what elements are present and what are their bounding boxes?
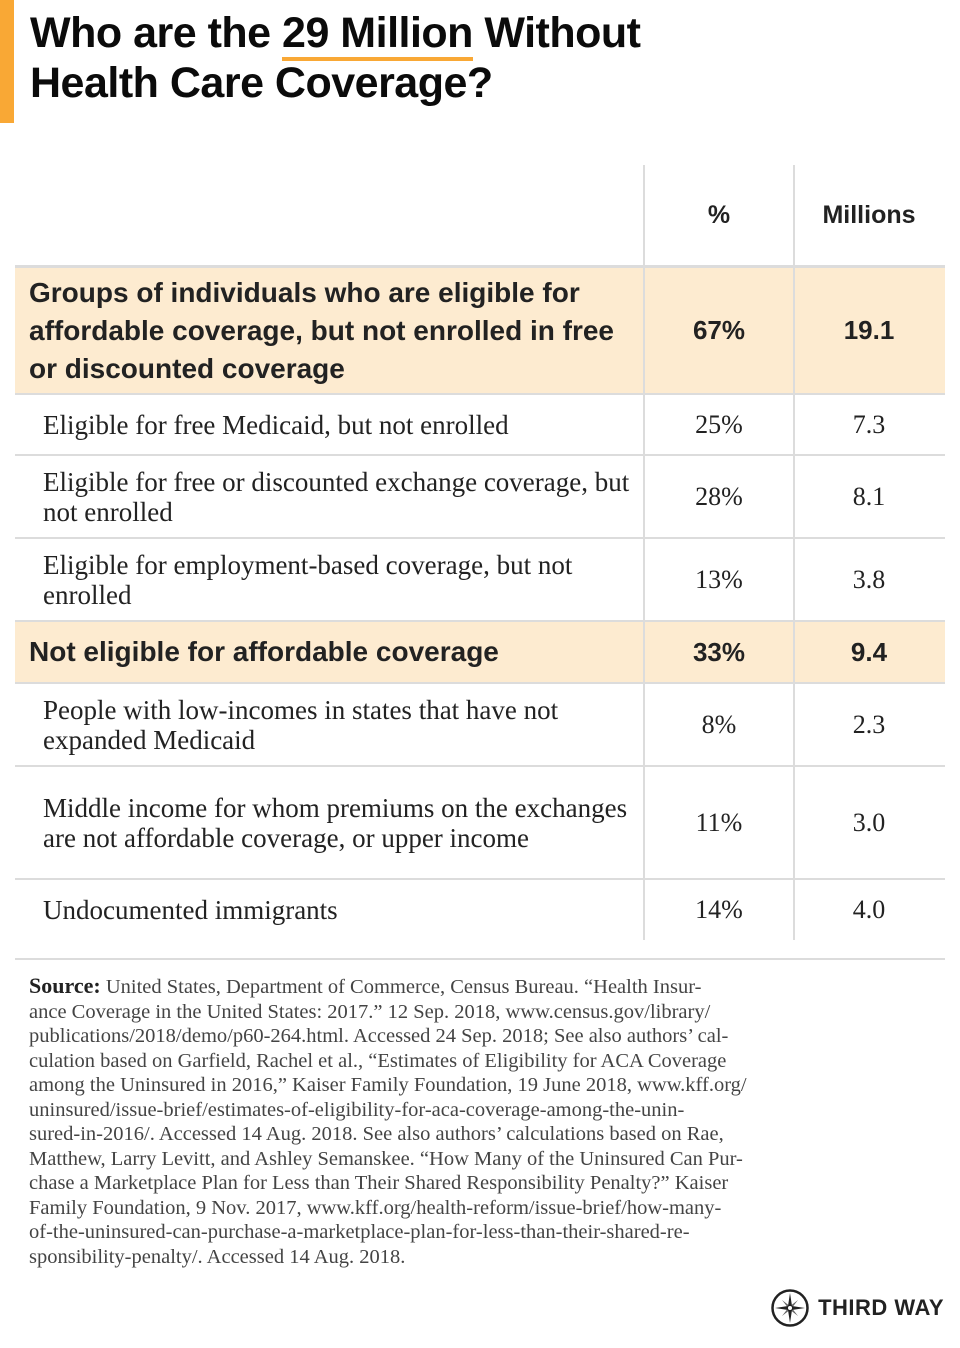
row-percent: 33%: [643, 622, 793, 682]
table-row: Eligible for free or discounted exchange…: [15, 456, 945, 539]
row-percent: 13%: [643, 539, 793, 620]
source-label: Source:: [29, 973, 101, 998]
compass-star-icon: [771, 1289, 809, 1327]
row-label: Groups of individuals who are eligible f…: [29, 276, 614, 384]
table-group-row: Groups of individuals who are eligible f…: [15, 268, 945, 395]
row-millions: 19.1: [793, 268, 943, 393]
source-line: sponsibility-penalty/. Accessed 14 Aug. …: [29, 1245, 406, 1268]
source-text: United States, Department of Commerce, C…: [100, 976, 702, 998]
table-row: Undocumented immigrants 14% 4.0: [15, 880, 945, 940]
source-line: uninsured/issue-brief/estimates-of-eligi…: [29, 1098, 685, 1121]
row-millions: 9.4: [793, 622, 943, 682]
source-line: sured-in-2016/. Accessed 14 Aug. 2018. S…: [29, 1123, 724, 1145]
title-part: Without: [472, 9, 641, 57]
title-part: Who are the: [30, 9, 283, 57]
source-line: Source: United States, Department of Com…: [29, 973, 945, 1000]
row-label: People with low-incomes in states that h…: [43, 694, 559, 755]
source-note: Source: United States, Department of Com…: [15, 958, 945, 1269]
row-label: Not eligible for affordable coverage: [29, 636, 499, 667]
source-line: culation based on Garfield, Rachel et al…: [29, 1049, 727, 1072]
title-line-2: Health Care Coverage?: [30, 59, 493, 107]
row-percent: 67%: [643, 268, 793, 393]
page-title: Who are the 29 Million Without Health Ca…: [30, 8, 641, 108]
source-line: ance Coverage in the United States: 2017…: [29, 1000, 711, 1023]
row-millions: 3.0: [793, 767, 943, 878]
source-line: Matthew, Larry Levitt, and Ashley Semans…: [29, 1147, 743, 1170]
row-percent: 11%: [643, 767, 793, 878]
table-row: People with low-incomes in states that h…: [15, 684, 945, 767]
row-percent: 28%: [643, 456, 793, 537]
row-label: Middle income for whom premiums on the e…: [43, 792, 628, 853]
table-header: % Millions: [15, 165, 945, 268]
accent-bar: [0, 0, 14, 123]
header-percent: %: [643, 165, 793, 265]
row-percent: 8%: [643, 684, 793, 765]
table-row: Eligible for free Medicaid, but not enro…: [15, 395, 945, 456]
source-line: among the Uninsured in 2016,” Kaiser Fam…: [29, 1074, 747, 1096]
row-millions: 3.8: [793, 539, 943, 620]
logo-text: THIRD WAY: [818, 1295, 944, 1320]
row-millions: 4.0: [793, 880, 943, 940]
row-percent: 25%: [643, 395, 793, 454]
row-label: Undocumented immigrants: [43, 895, 338, 925]
table-row: Middle income for whom premiums on the e…: [15, 767, 945, 880]
table-group-row: Not eligible for affordable coverage 33% 9…: [15, 622, 945, 684]
row-millions: 2.3: [793, 684, 943, 765]
row-millions: 8.1: [793, 456, 943, 537]
row-percent: 14%: [643, 880, 793, 940]
row-label: Eligible for employment-based coverage, …: [43, 549, 573, 610]
title-highlight: 29 Million: [282, 9, 473, 61]
source-line: of-the-uninsured-can-purchase-a-marketpl…: [29, 1221, 690, 1243]
table-row: Eligible for employment-based coverage, …: [15, 539, 945, 622]
source-line: publications/2018/demo/p60-264.html. Acc…: [29, 1025, 729, 1047]
source-line: Family Foundation, 9 Nov. 2017, www.kff.…: [29, 1196, 722, 1219]
source-line: chase a Marketplace Plan for Less than T…: [29, 1172, 729, 1194]
coverage-table: % Millions Groups of individuals who are…: [15, 165, 945, 940]
header-label: [15, 165, 643, 265]
third-way-logo: THIRD WAY: [770, 1288, 944, 1328]
header-millions: Millions: [793, 165, 943, 265]
row-label: Eligible for free Medicaid, but not enro…: [43, 409, 509, 440]
row-label: Eligible for free or discounted exchange…: [43, 466, 630, 527]
row-millions: 7.3: [793, 395, 943, 454]
